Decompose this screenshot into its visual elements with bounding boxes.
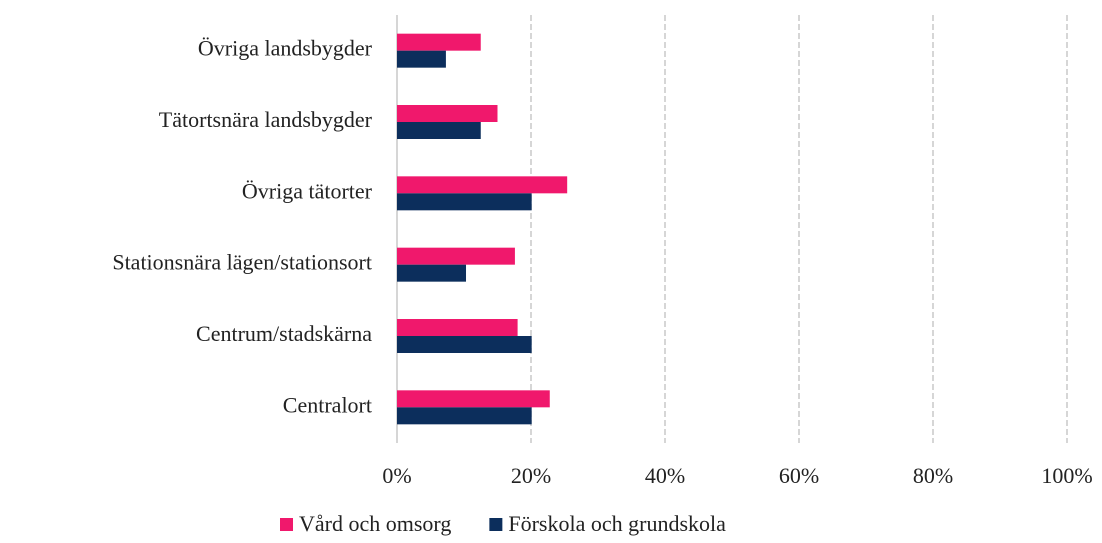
x-tick-label: 80%: [913, 463, 953, 488]
bar: [397, 247, 515, 265]
legend-label: Vård och omsorg: [299, 511, 451, 536]
legend-swatch: [280, 518, 293, 531]
x-tick-label: 60%: [779, 463, 819, 488]
y-tick-label: Övriga landsbygder: [198, 36, 373, 61]
bar: [397, 33, 481, 51]
y-tick-label: Centrum/stadskärna: [196, 321, 372, 346]
y-tick-label: Centralort: [283, 392, 372, 417]
x-tick-label: 20%: [511, 463, 551, 488]
y-tick-label: Stationsnära lägen/stationsort: [112, 250, 372, 275]
legend-swatch: [489, 518, 503, 531]
bar: [397, 319, 518, 336]
x-tick-label: 100%: [1041, 463, 1092, 488]
bar: [397, 264, 467, 282]
legend-label: Förskola och grundskola: [508, 511, 726, 536]
x-tick-label: 40%: [645, 463, 685, 488]
bar: [397, 336, 532, 353]
x-tick-label: 0%: [382, 463, 411, 488]
bar: [397, 105, 498, 122]
bar: [397, 193, 532, 211]
bar: [397, 176, 568, 194]
bar: [397, 122, 481, 139]
bar: [397, 407, 532, 425]
bar: [397, 50, 446, 68]
bar: [397, 390, 550, 408]
y-tick-label: Tätortsnära landsbygder: [159, 107, 373, 132]
y-tick-label: Övriga tätorter: [242, 178, 373, 203]
